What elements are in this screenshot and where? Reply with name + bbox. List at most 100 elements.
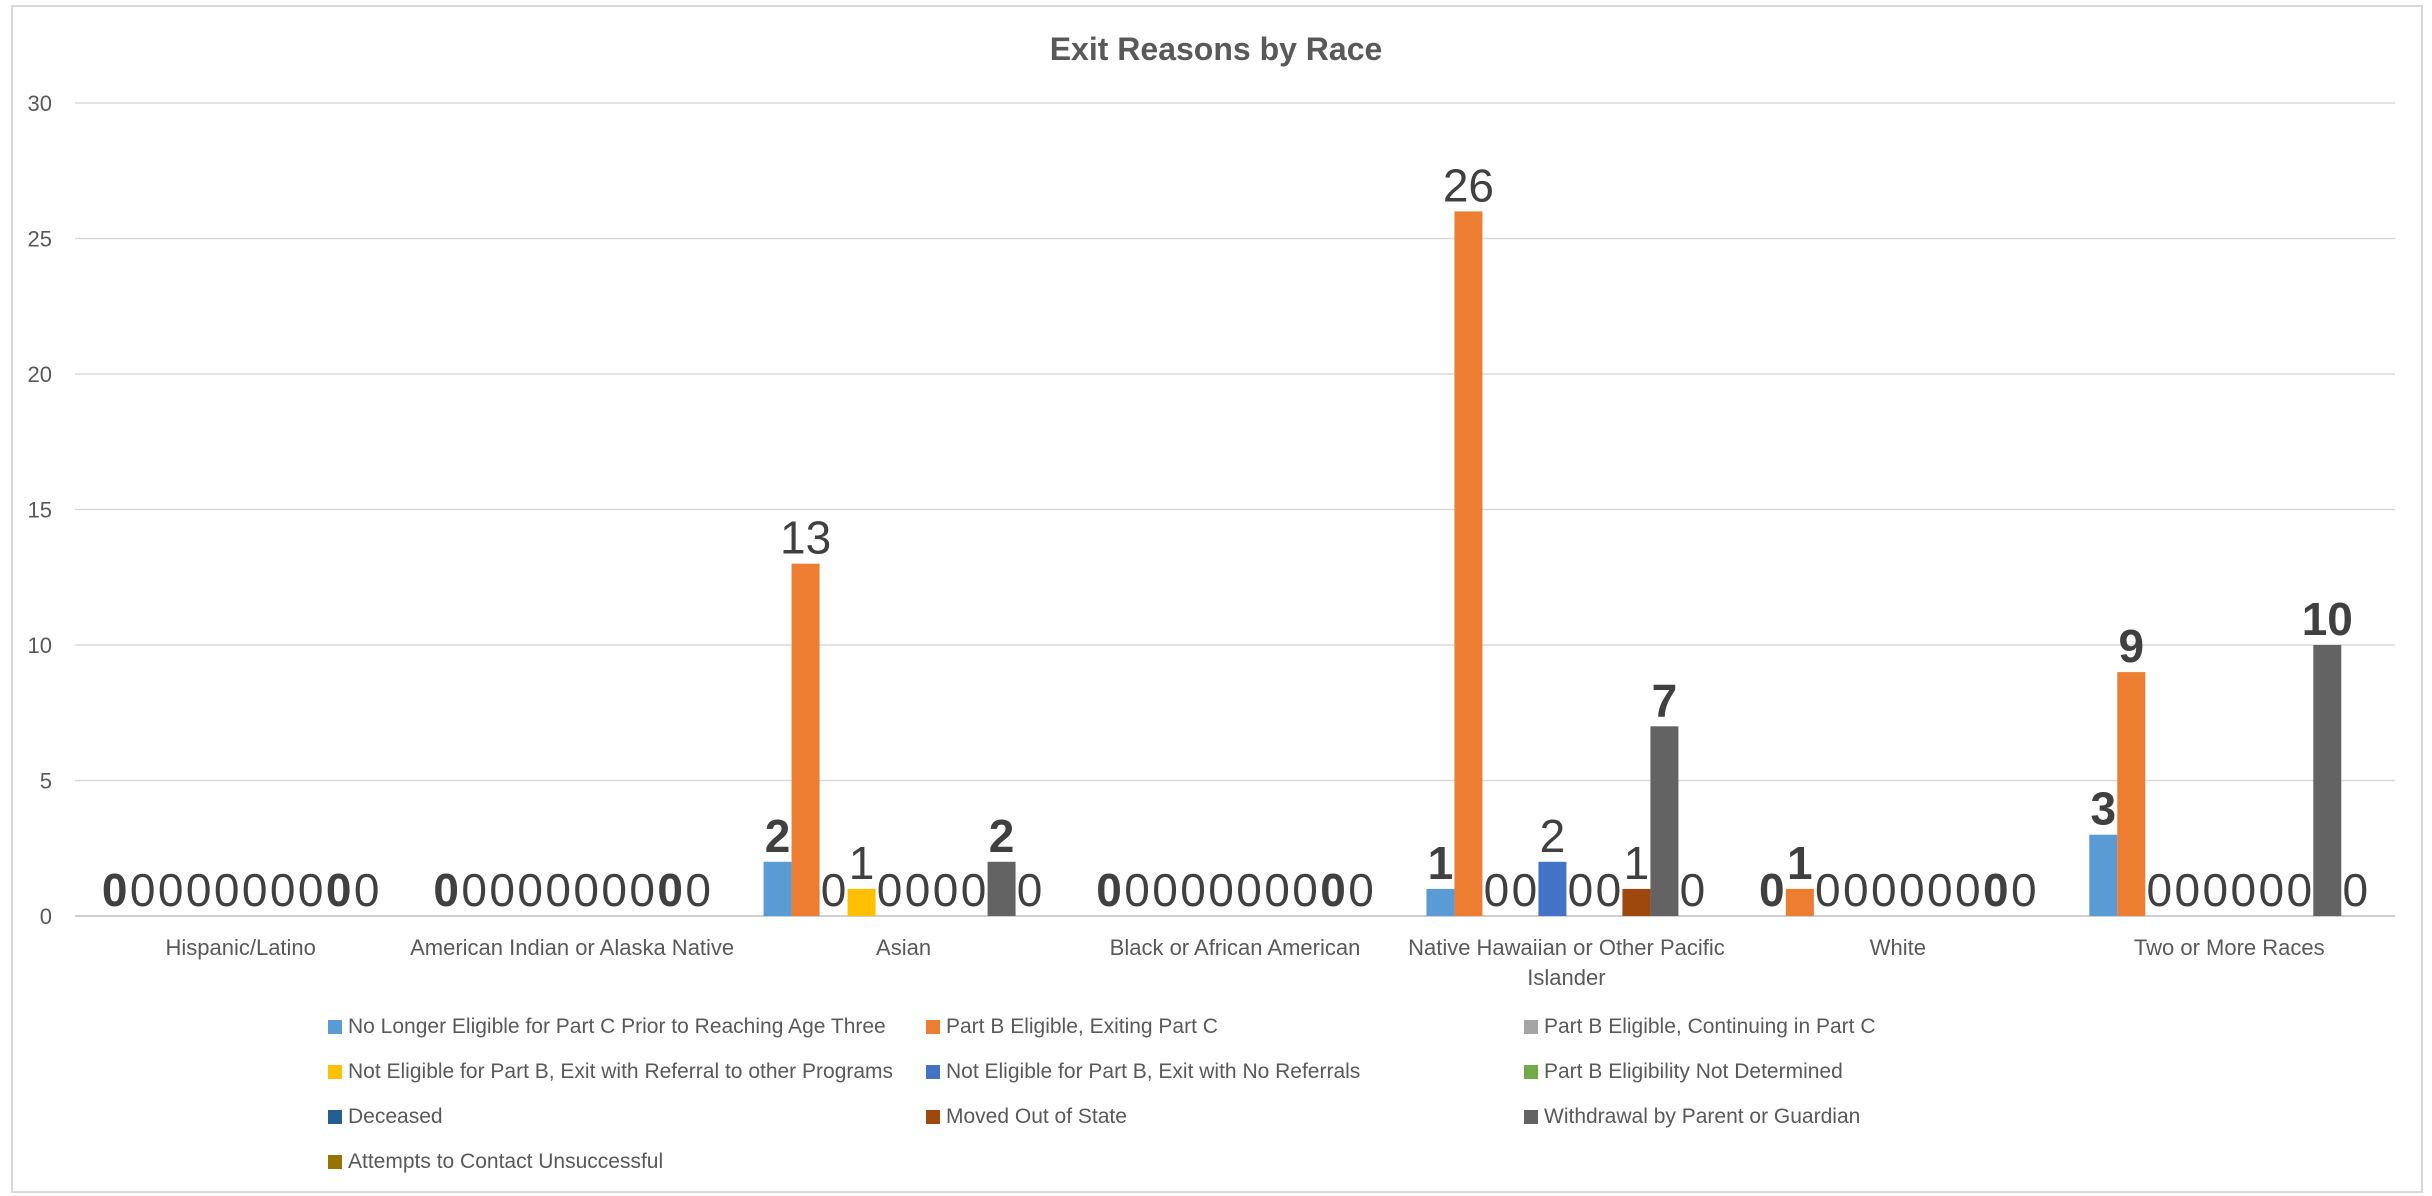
data-label: 0 (2230, 864, 2256, 916)
legend-item: Deceased (328, 1105, 443, 1128)
data-label: 1 (1624, 837, 1650, 889)
legend-swatch (926, 1110, 940, 1124)
data-label: 0 (1927, 864, 1953, 916)
legend-swatch (328, 1155, 342, 1169)
bar (2313, 645, 2342, 916)
data-label: 0 (601, 864, 627, 916)
data-label: 0 (877, 864, 903, 916)
data-label: 0 (2011, 864, 2037, 916)
data-label: 0 (1017, 864, 1043, 916)
category-label: Hispanic/Latino (165, 935, 315, 960)
data-label: 2 (1540, 810, 1566, 862)
y-tick-label: 0 (40, 904, 52, 929)
bar (791, 563, 820, 916)
data-label: 0 (1180, 864, 1206, 916)
legend-label: Part B Eligible, Exiting Part C (946, 1015, 1218, 1038)
data-label: 0 (242, 864, 268, 916)
data-label: 2 (765, 810, 791, 862)
data-label: 0 (821, 864, 847, 916)
legend-item: Part B Eligible, Exiting Part C (926, 1015, 1218, 1038)
bar (2117, 672, 2146, 916)
data-label: 0 (1512, 864, 1538, 916)
data-label: 0 (2174, 864, 2200, 916)
data-label: 0 (1815, 864, 1841, 916)
data-label: 0 (1124, 864, 1150, 916)
data-label: 0 (158, 864, 184, 916)
data-label: 0 (1899, 864, 1925, 916)
legend-swatch (926, 1065, 940, 1079)
y-tick-label: 5 (40, 769, 52, 794)
legend-swatch (1524, 1065, 1538, 1079)
data-label: 9 (2118, 620, 2144, 672)
data-label: 0 (1596, 864, 1622, 916)
data-label: 0 (461, 864, 487, 916)
data-label: 1 (1787, 837, 1813, 889)
bar (1785, 888, 1814, 916)
category-label: Asian (876, 935, 931, 960)
x-axis: Hispanic/Latino American Indian or Alaska… (165, 935, 2324, 990)
y-axis: 0 5 10 15 20 25 30 (28, 91, 52, 929)
data-label: 0 (905, 864, 931, 916)
legend-swatch (328, 1110, 342, 1124)
data-label: 0 (933, 864, 959, 916)
chart-title: Exit Reasons by Race (1050, 31, 1383, 67)
bars (763, 211, 2342, 916)
legend-item: Part B Eligibility Not Determined (1524, 1060, 1843, 1083)
category-label: Two or More Races (2134, 935, 2325, 960)
data-label: 26 (1443, 159, 1494, 211)
data-label: 3 (2090, 783, 2116, 835)
legend-label: Deceased (348, 1105, 443, 1128)
legend-label: Not Eligible for Part B, Exit with Refer… (348, 1060, 893, 1083)
legend-label: Part B Eligible, Continuing in Part C (1544, 1015, 1876, 1038)
data-label: 0 (1208, 864, 1234, 916)
data-label: 0 (1348, 864, 1374, 916)
data-label: 7 (1652, 674, 1678, 726)
y-tick-label: 30 (28, 91, 52, 116)
data-label: 0 (298, 864, 324, 916)
bar (987, 861, 1016, 916)
data-label: 0 (354, 864, 380, 916)
data-label: 0 (1484, 864, 1510, 916)
legend-label: No Longer Eligible for Part C Prior to R… (348, 1015, 886, 1038)
data-label: 0 (545, 864, 571, 916)
bar (847, 888, 876, 916)
data-label: 0 (2258, 864, 2284, 916)
category-label: White (1870, 935, 1926, 960)
legend-swatch (926, 1020, 940, 1034)
data-label: 0 (1292, 864, 1318, 916)
data-label: 0 (573, 864, 599, 916)
data-label: 1 (1428, 837, 1454, 889)
data-label: 13 (780, 512, 831, 564)
data-label: 2 (989, 810, 1015, 862)
legend-label: Withdrawal by Parent or Guardian (1544, 1105, 1860, 1128)
data-label: 0 (1320, 864, 1346, 916)
y-tick-label: 10 (28, 633, 52, 658)
data-label: 0 (2286, 864, 2312, 916)
data-label: 0 (1264, 864, 1290, 916)
legend-swatch (328, 1065, 342, 1079)
legend-item: Moved Out of State (926, 1105, 1127, 1128)
bar (1454, 211, 1483, 916)
category-label: American Indian or Alaska Native (410, 935, 734, 960)
bar (1538, 861, 1567, 916)
data-label: 0 (1983, 864, 2009, 916)
data-label: 0 (685, 864, 711, 916)
data-label: 0 (2146, 864, 2172, 916)
y-tick-label: 15 (28, 498, 52, 523)
bar (1622, 888, 1651, 916)
category-label: Native Hawaiian or Other Pacific Islander (1408, 935, 1725, 990)
category-label: Black or African American (1110, 935, 1361, 960)
data-label: 0 (629, 864, 655, 916)
data-label: 0 (1236, 864, 1262, 916)
legend: No Longer Eligible for Part C Prior to R… (328, 1015, 1876, 1173)
data-label: 0 (1955, 864, 1981, 916)
bar (1650, 726, 1679, 916)
legend-swatch (1524, 1020, 1538, 1034)
data-label: 0 (102, 864, 128, 916)
data-label: 0 (1759, 864, 1785, 916)
data-label: 0 (1843, 864, 1869, 916)
data-label: 0 (1871, 864, 1897, 916)
bar (2089, 834, 2118, 916)
data-label: 10 (2302, 593, 2353, 645)
